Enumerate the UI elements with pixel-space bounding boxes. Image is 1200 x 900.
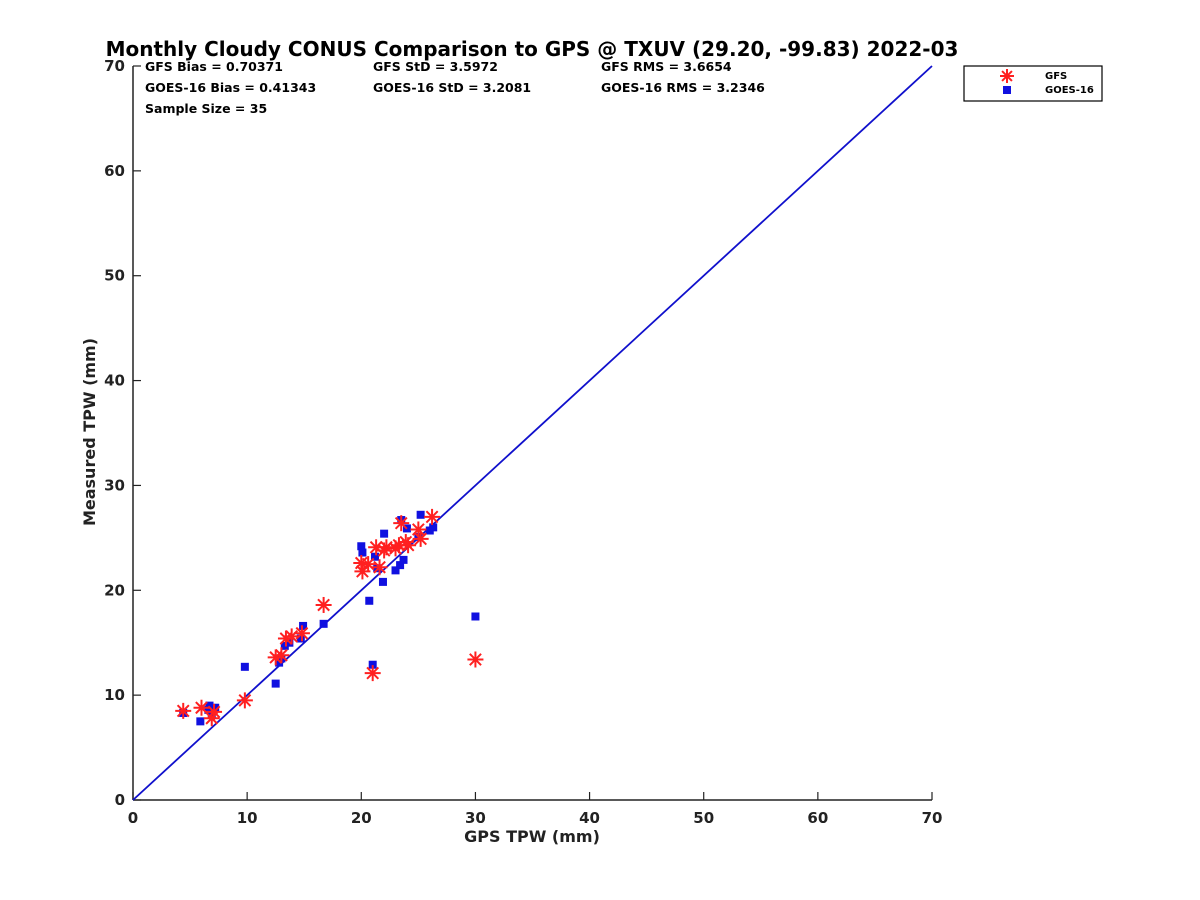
gfs-point <box>371 559 388 576</box>
gfs-point <box>193 699 210 716</box>
x-axis-label: GPS TPW (mm) <box>464 827 600 846</box>
gfs-point <box>360 556 377 573</box>
legend-box <box>963 65 1103 102</box>
data-points <box>175 508 484 727</box>
goes16-point <box>196 717 205 726</box>
y-tick-label: 60 <box>104 162 125 180</box>
goes16-point <box>299 621 308 630</box>
x-tick-label: 40 <box>579 809 600 827</box>
goes16-point <box>429 523 438 532</box>
y-axis-label: Measured TPW (mm) <box>80 338 99 526</box>
goes16-point <box>211 703 220 712</box>
x-tick-label: 70 <box>922 809 943 827</box>
gfs-point <box>283 628 300 645</box>
chart-title: Monthly Cloudy CONUS Comparison to GPS @… <box>106 37 959 61</box>
goes16-point <box>378 577 387 586</box>
stat-gfs-bias: GFS Bias = 0.70371 <box>145 59 283 74</box>
gfs-point <box>364 665 381 682</box>
goes16-point <box>271 679 280 688</box>
goes16-point <box>396 561 405 570</box>
gfs-point <box>400 537 417 554</box>
goes16-point <box>365 596 374 605</box>
gfs-point <box>424 508 441 525</box>
stat-gfs-std: GFS StD = 3.5972 <box>373 59 498 74</box>
goes16-point <box>399 555 408 564</box>
gfs-point <box>412 530 429 547</box>
legend-goes16-label: GOES-16 <box>1045 85 1094 96</box>
x-tick-label: 10 <box>237 809 258 827</box>
gfs-point <box>467 651 484 668</box>
goes16-point <box>240 662 249 671</box>
y-tick-label: 20 <box>104 581 125 599</box>
goes16-point <box>358 548 367 557</box>
x-tick-label: 20 <box>351 809 372 827</box>
y-tick-label: 40 <box>104 372 125 390</box>
x-tick-label: 0 <box>128 809 138 827</box>
stat-gfs-rms: GFS RMS = 3.6654 <box>601 59 732 74</box>
y-tick-label: 10 <box>104 686 125 704</box>
goes16-point <box>391 566 400 575</box>
goes16-point <box>471 612 480 621</box>
stat-goes-rms: GOES-16 RMS = 3.2346 <box>601 80 765 95</box>
y-tick-label: 0 <box>115 791 125 809</box>
stats-block: GFS Bias = 0.70371 GFS StD = 3.5972 GFS … <box>145 59 765 116</box>
goes16-point <box>380 529 389 538</box>
y-tick-label: 50 <box>104 267 125 285</box>
x-tick-label: 30 <box>465 809 486 827</box>
y-tick-label: 30 <box>104 476 125 494</box>
goes16-point <box>370 552 379 561</box>
goes16-point <box>205 701 214 710</box>
goes16-point <box>280 641 289 650</box>
legend-gfs-label: GFS <box>1045 71 1067 82</box>
goes16-point <box>357 542 366 551</box>
reference-line-group <box>132 65 933 801</box>
one-to-one-line <box>132 65 933 801</box>
legend-goes16-marker <box>1003 86 1011 94</box>
stat-goes-bias: GOES-16 Bias = 0.41343 <box>145 80 316 95</box>
gfs-point <box>206 703 223 720</box>
goes16-point <box>296 634 305 643</box>
legend: GFS GOES-16 <box>963 65 1103 102</box>
y-tick-label: 70 <box>104 57 125 75</box>
goes16-point <box>204 705 213 714</box>
gfs-point <box>175 702 192 719</box>
gfs-point <box>273 647 290 664</box>
stat-goes-std: GOES-16 StD = 3.2081 <box>373 80 531 95</box>
legend-gfs-marker <box>1000 69 1014 83</box>
x-tick-label: 50 <box>693 809 714 827</box>
goes16-point <box>416 510 425 519</box>
gfs-point <box>315 596 332 613</box>
goes16-point <box>275 658 284 667</box>
plot-axes: 0 10 20 30 40 50 60 70 0 10 20 30 40 50 60 70 <box>104 57 942 827</box>
gfs-point <box>410 521 427 538</box>
stat-sample-size: Sample Size = 35 <box>145 101 267 116</box>
gfs-point <box>293 625 310 642</box>
x-tick-label: 60 <box>807 809 828 827</box>
goes16-point <box>319 619 328 628</box>
goes16-point <box>368 660 377 669</box>
gfs-point <box>236 692 253 709</box>
gfs-point <box>393 515 410 532</box>
